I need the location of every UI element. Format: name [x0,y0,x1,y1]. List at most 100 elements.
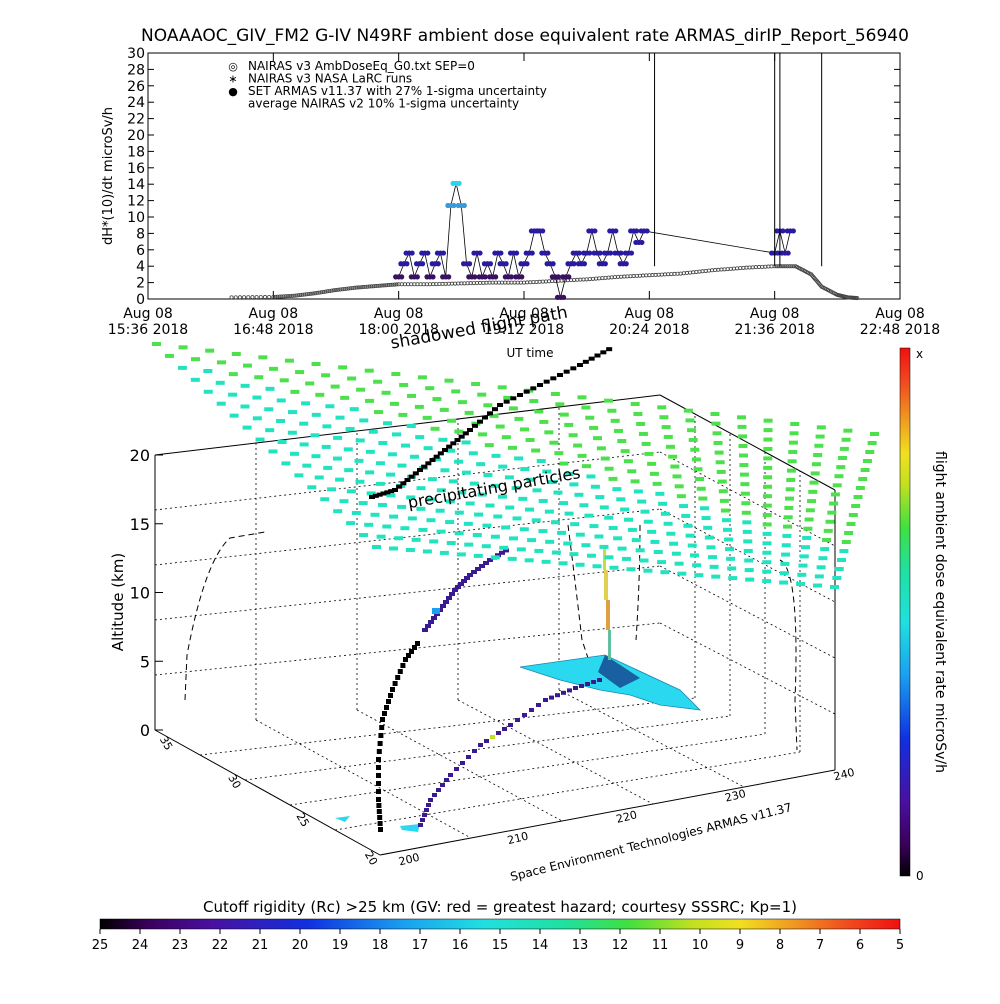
nairas-point [600,276,605,281]
plane-cell [265,386,275,391]
altitude-tick-label: 0 [140,721,150,740]
armas-point [414,274,420,280]
ascent-track-point [377,815,383,820]
plane-cell [743,539,753,544]
plane-cell [616,497,626,502]
plane-cell [386,472,396,477]
nairas-point [229,295,234,300]
nairas-point [778,264,783,269]
plane-cell [427,477,437,482]
plane-cell [364,522,374,527]
plane-cell [400,443,410,448]
plane-cell [493,514,503,519]
plane-cell [325,404,335,409]
nairas-point [290,293,295,298]
altitude-tick-label: 5 [140,652,150,671]
plane-cell [392,432,402,437]
nairas-point [406,282,411,287]
nairas-point [315,290,320,295]
nairas-series [229,264,860,301]
legend-label: NAIRAS v3 AmbDoseEq_G0.txt SEP=0 [248,59,475,73]
plane-cell [422,415,432,420]
plane-cell [365,470,375,475]
plane-cell [491,453,501,458]
top-track-point [477,419,483,424]
plane-cell [448,479,458,484]
nairas-point [641,273,646,278]
nairas-point [281,294,286,299]
plane-cell [786,468,796,473]
rigidity-tick-label: 16 [452,938,469,953]
plane-cell [604,466,614,471]
spike-lines [654,53,823,267]
plane-cell [489,413,499,418]
nairas-point [325,289,330,294]
plane-cell [366,491,376,496]
rigidity-tick-label: 7 [816,938,824,953]
plane-cell [559,412,569,417]
plane-cell [335,415,345,420]
plane-cell [763,456,773,461]
ground-surface [335,654,702,832]
nairas-point [273,294,278,299]
plane-cell [381,390,391,395]
plane-cell [784,505,794,510]
plane-cell [681,513,691,518]
plane-cell [346,521,356,526]
rigidity-tick-label: 22 [212,938,229,953]
armas-point [503,261,509,267]
nairas-point [449,281,454,286]
plane-cell [426,518,436,523]
plane-cell [321,373,331,378]
plane-cell [717,479,727,484]
mid-track-point [499,550,505,555]
nairas-point [440,281,445,286]
top-track-point [606,347,613,352]
time-series-xlabel: UT time [506,346,553,360]
nairas-point [766,264,771,269]
top-track-point [530,386,537,391]
plane-cell [346,489,356,494]
3d-grid [154,407,836,839]
rigidity-tick-label: 21 [252,938,269,953]
plane-cell [438,437,448,442]
plane-cell [483,473,493,477]
plane-cell [570,522,580,527]
plane-cell [815,434,825,439]
plane-cell [190,357,200,362]
plane-cell [454,429,464,434]
plane-cell [240,404,250,409]
plane-cell [383,421,393,426]
nairas-point [590,276,595,281]
plane-cell [426,497,436,502]
plane-cell [722,527,732,532]
plane-cell [781,543,791,548]
nairas-point [277,294,282,299]
plane-cell [575,532,585,537]
plane-cell [604,398,614,403]
plane-cell [287,410,297,415]
y-tick-label: 12 [127,194,145,210]
ascent-track-point [376,789,381,794]
plane-cell [435,508,445,513]
nairas-point [666,272,671,277]
plane-cell [445,499,455,504]
plane-cell [536,459,546,464]
plane-cell [320,497,330,502]
nairas-point [384,283,389,288]
armas-point [555,274,561,280]
nairas-point [300,292,305,297]
nairas-point [776,264,781,269]
ground-track-point [454,767,459,771]
nairas-point [437,281,442,286]
plane-cell [439,550,449,555]
altitude-ticks: 0 5 10 15 20 [130,446,163,740]
x-tick-label-time: 15:36 2018 [108,322,188,338]
plane-cell [534,548,544,553]
plane-cell [744,558,754,563]
plane-cell [762,531,772,536]
grid-line [154,508,661,566]
plane-cell [440,468,450,473]
armas-point [560,294,567,300]
